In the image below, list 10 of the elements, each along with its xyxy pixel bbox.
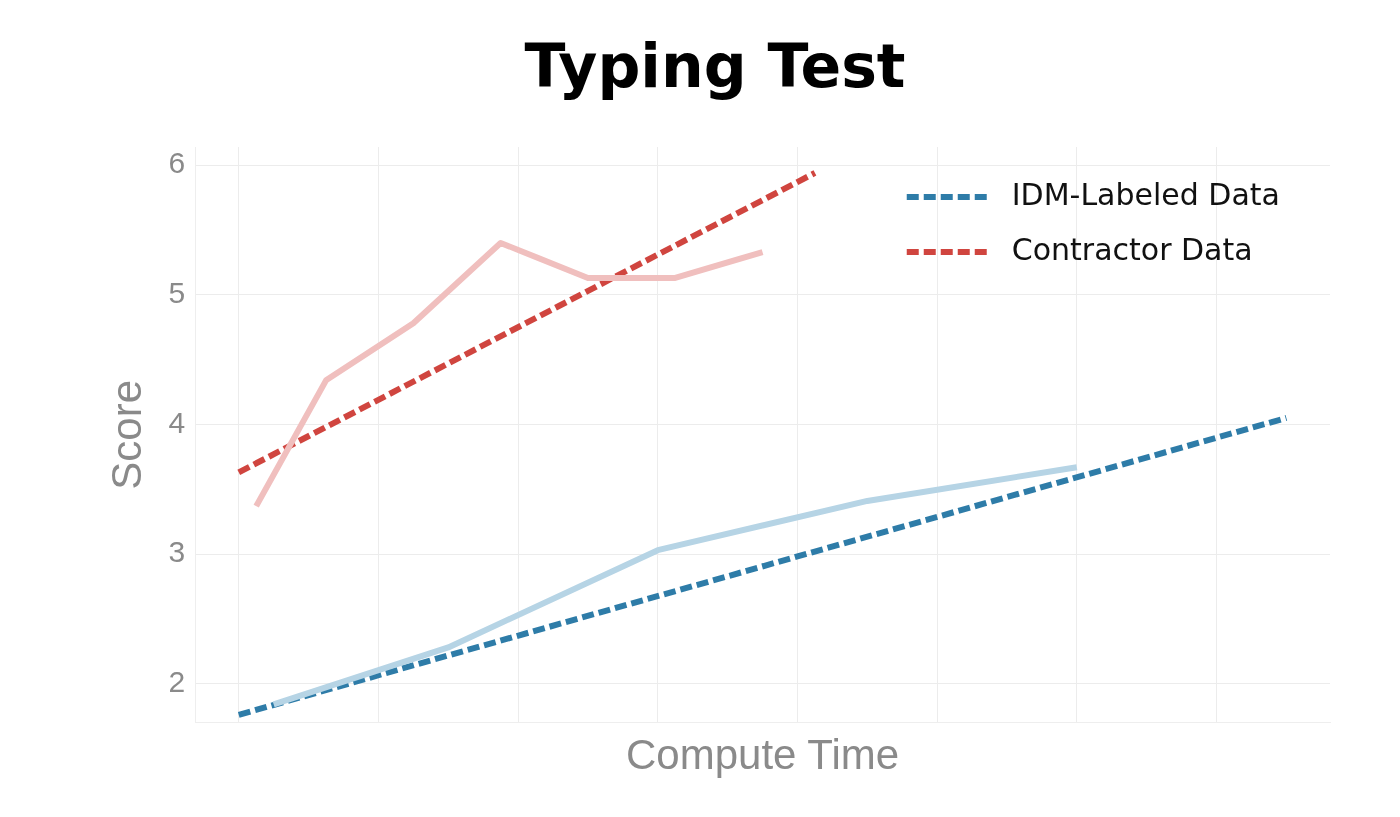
y-tick-label: 5 (168, 276, 186, 310)
legend-label: IDM-Labeled Data (1011, 176, 1281, 212)
y-tick-label: 2 (168, 664, 186, 698)
chart-title: Typing Test (524, 30, 906, 101)
legend-label: Contractor Data (1011, 231, 1253, 267)
y-axis-title: Score (102, 379, 150, 490)
y-tick-label: 4 (168, 405, 186, 439)
x-axis-title: Compute Time (625, 731, 900, 779)
y-tick-label: 3 (168, 535, 186, 569)
y-tick-label: 6 (168, 146, 186, 180)
